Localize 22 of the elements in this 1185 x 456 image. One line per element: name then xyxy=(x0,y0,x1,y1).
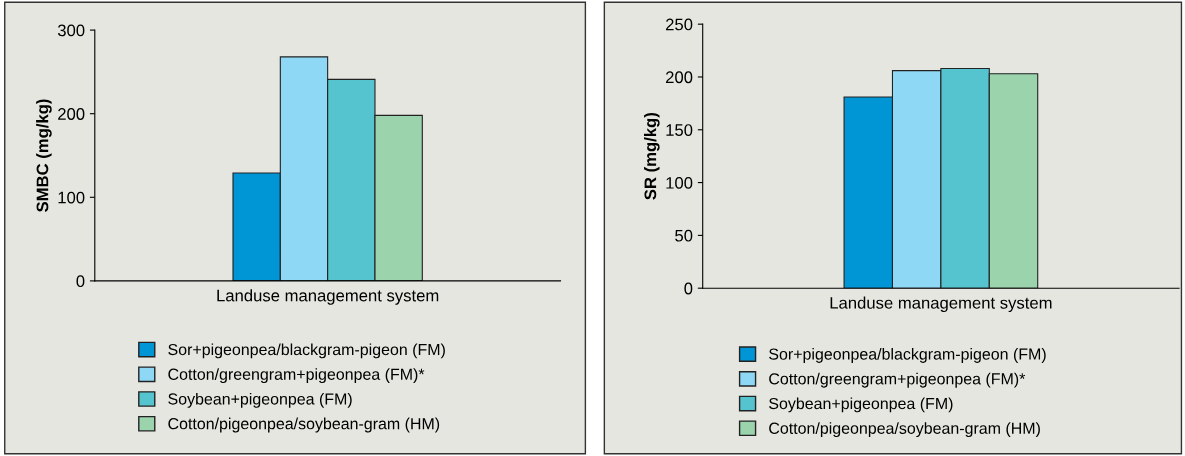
legend-label: Soybean+pigeonpea (FM) xyxy=(168,392,352,408)
y-tick-label: 100 xyxy=(58,191,85,204)
legend-label: Sor+pigeonpea/blackgram-pigeon (FM) xyxy=(769,348,1046,363)
y-tick-label: 0 xyxy=(684,282,693,295)
y-tick-label: 100 xyxy=(666,176,693,189)
y-tick-label: 250 xyxy=(666,18,693,31)
y-tick-label: 0 xyxy=(76,275,85,288)
y-axis-title: SR (mg/kg) xyxy=(644,113,660,200)
legend-label: Cotton/greengram+pigeonpea (FM)* xyxy=(769,372,1026,388)
y-tick-label: 150 xyxy=(666,124,693,136)
y-tick-label: 300 xyxy=(57,24,85,37)
legend-label: Cotton/greengram+pigeonpea (FM)* xyxy=(168,368,425,384)
y-tick-label: 200 xyxy=(58,108,85,120)
legend-label: Sor+pigeonpea/blackgram-pigeon (FM) xyxy=(168,343,445,359)
x-axis-title: Landuse management system xyxy=(830,296,1052,313)
legend-label: Cotton/pigeonpea/soybean-gram (HM) xyxy=(168,417,440,433)
y-axis-title: SMBC (mg/kg) xyxy=(36,99,52,212)
legend-label: Cotton/pigeonpea/soybean-gram (HM) xyxy=(769,422,1040,438)
y-tick-label: 50 xyxy=(675,229,693,242)
y-tick-label: 200 xyxy=(666,71,693,84)
x-axis-title: Landuse management system xyxy=(217,289,439,305)
legend-label: Soybean+pigeonpea (FM) xyxy=(769,397,953,413)
